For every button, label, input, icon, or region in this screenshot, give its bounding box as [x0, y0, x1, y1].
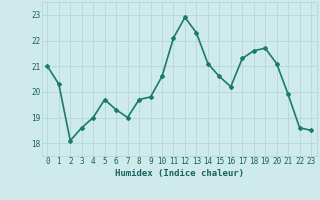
X-axis label: Humidex (Indice chaleur): Humidex (Indice chaleur): [115, 169, 244, 178]
